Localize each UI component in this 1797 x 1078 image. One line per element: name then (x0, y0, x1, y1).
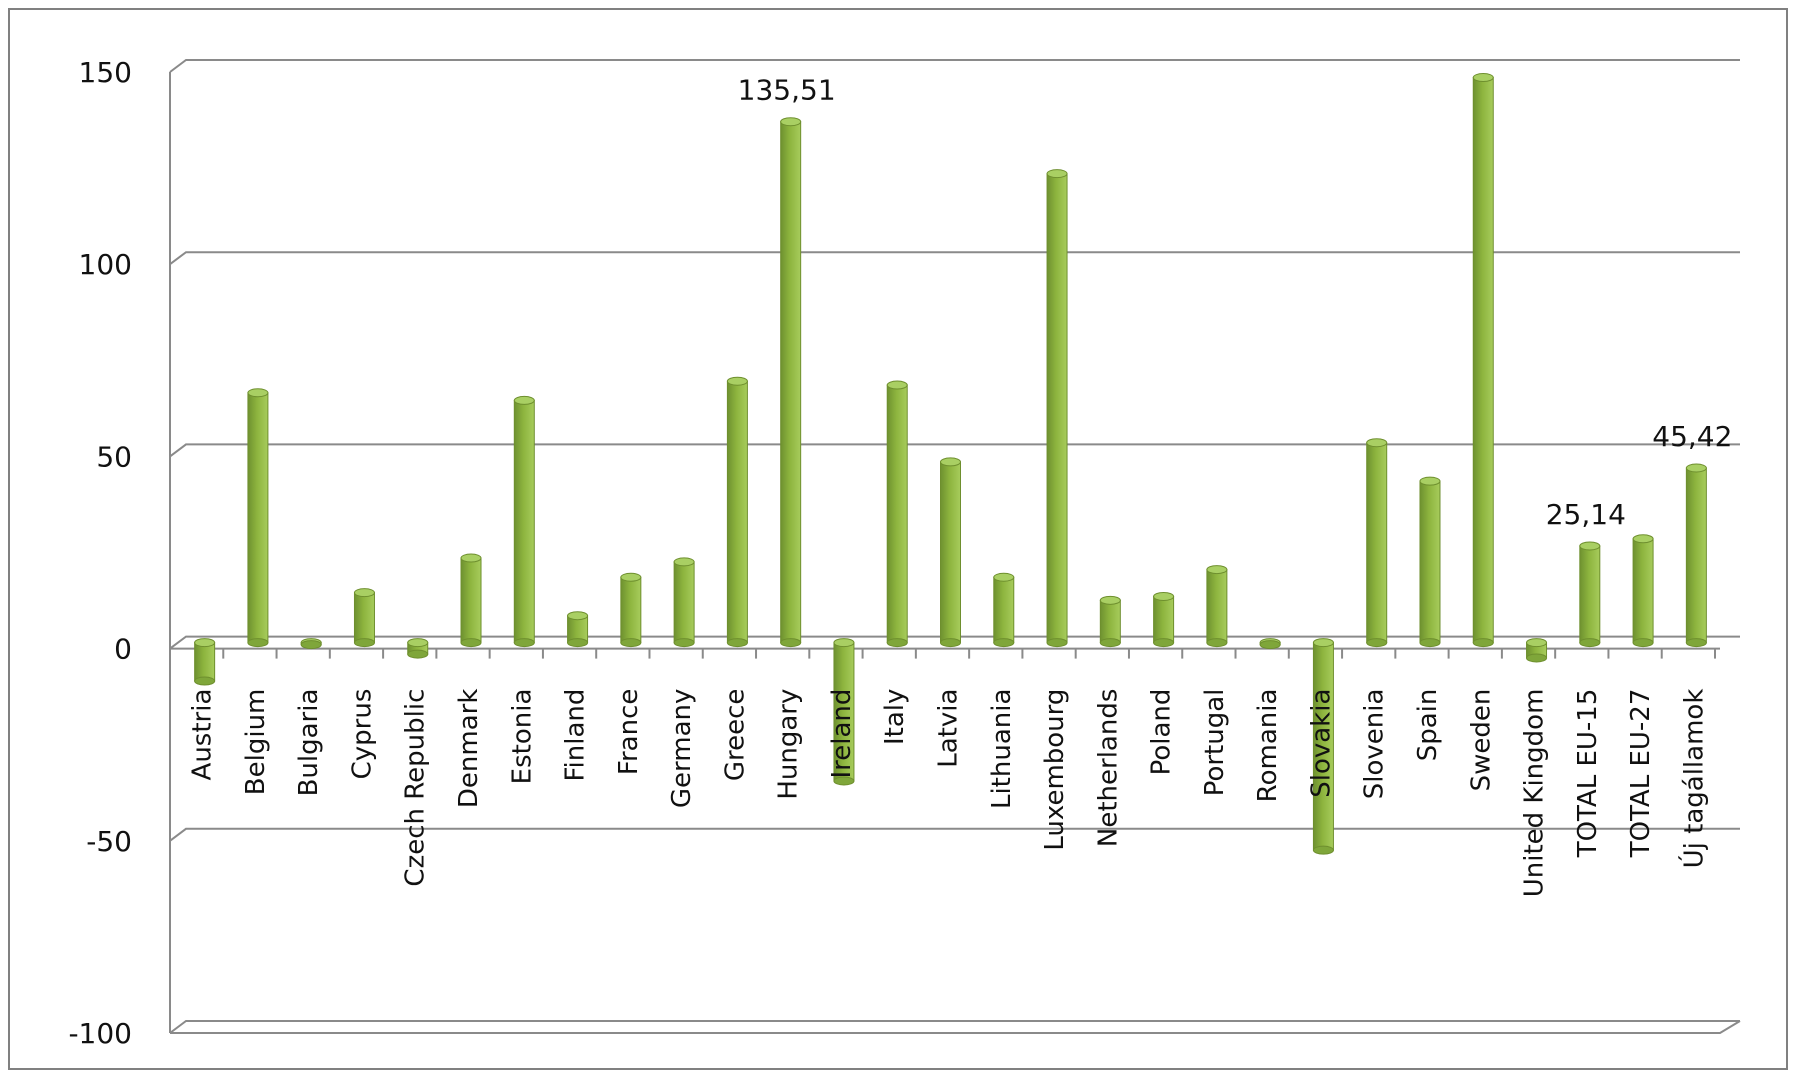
y-tick-label: 150 (79, 56, 132, 89)
y-tick-label: 50 (96, 440, 132, 473)
category-label: Austria (188, 689, 218, 781)
category-label: France (614, 689, 644, 775)
bar (673, 557, 695, 648)
category-label: TOTAL EU-15 (1573, 689, 1603, 859)
gridline (169, 1020, 1740, 1034)
bar (1526, 638, 1548, 663)
category-label: Ireland (827, 689, 857, 779)
bar (1472, 73, 1494, 648)
gridline (169, 827, 1740, 842)
category-label: Germany (667, 689, 697, 809)
category-label: Slovakia (1306, 689, 1336, 798)
y-tick-labels: -100 -50 0 50 100 150 (68, 56, 132, 1050)
data-label: 25,14 (1546, 498, 1626, 531)
category-label: Greece (720, 689, 750, 782)
bar (567, 611, 589, 648)
bar (886, 380, 908, 648)
bar (1419, 476, 1441, 648)
category-label: Slovenia (1360, 689, 1390, 800)
y-tick-label: 100 (79, 248, 132, 281)
bar (1046, 169, 1068, 648)
data-label: 135,51 (738, 74, 836, 107)
category-label: Czech Republic (401, 689, 431, 887)
category-label: Bulgaria (294, 689, 324, 797)
y-tick-label: -100 (68, 1017, 132, 1050)
category-label: Lithuania (987, 689, 1017, 809)
category-label: Hungary (774, 689, 804, 800)
data-labels: 135,51 25,14 45,42 (738, 74, 1733, 531)
bar (1685, 463, 1707, 648)
gridline (169, 443, 1740, 458)
category-label: Belgium (241, 689, 271, 796)
bar (1579, 541, 1601, 648)
category-label: TOTAL EU-27 (1626, 689, 1656, 859)
bar (1206, 565, 1228, 648)
bar (726, 376, 748, 648)
bar (1099, 595, 1121, 648)
y-tick-label: -50 (86, 825, 132, 858)
y-tick-label: 0 (114, 633, 132, 666)
bar (620, 572, 642, 648)
bar (460, 553, 482, 648)
bar (407, 638, 429, 659)
bar (300, 638, 322, 650)
category-label: Luxembourg (1040, 689, 1070, 851)
bars (194, 73, 1707, 855)
category-label: Új tagállamok (1677, 689, 1709, 869)
gridline (169, 59, 1740, 73)
bar (1153, 591, 1175, 648)
category-labels: Austria Belgium Bulgaria Cyprus Czech Republ… (188, 689, 1710, 898)
category-label: Estonia (507, 689, 537, 785)
bar (353, 588, 375, 648)
category-label: Latvia (934, 689, 964, 768)
gridlines (169, 59, 1741, 1034)
floor-edge (170, 1020, 1741, 1034)
bar (1312, 638, 1334, 855)
category-label: Italy (880, 689, 910, 745)
data-label: 45,42 (1652, 420, 1732, 453)
category-label: Denmark (454, 689, 484, 809)
category-label: Finland (561, 689, 591, 782)
category-label: Netherlands (1093, 689, 1123, 848)
bar (513, 395, 535, 648)
bar (1632, 534, 1654, 648)
bar (780, 117, 802, 648)
category-label: United Kingdom (1520, 689, 1550, 898)
bar (1366, 438, 1388, 648)
category-label: Romania (1253, 689, 1283, 803)
bar (194, 638, 216, 686)
category-label: Poland (1147, 689, 1177, 776)
bar (247, 388, 269, 648)
bar (1259, 638, 1281, 650)
gridline (169, 251, 1740, 266)
bar (993, 572, 1015, 648)
category-label: Spain (1413, 689, 1443, 762)
bar (833, 638, 855, 786)
category-label: Cyprus (347, 689, 377, 780)
category-label: Sweden (1466, 689, 1496, 792)
category-label: Portugal (1200, 689, 1230, 797)
bar (940, 457, 961, 648)
